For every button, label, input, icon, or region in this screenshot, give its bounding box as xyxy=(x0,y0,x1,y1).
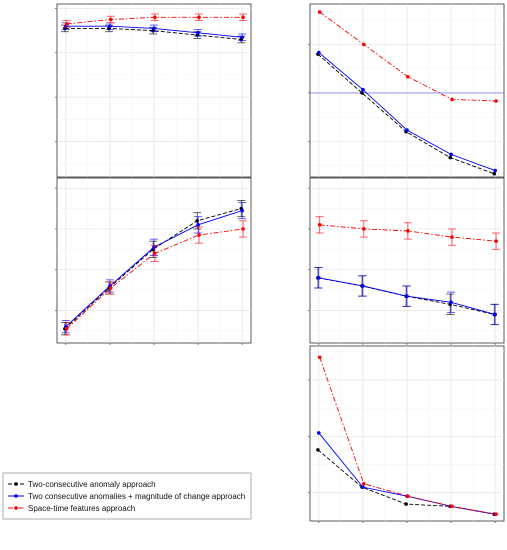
data-point xyxy=(493,168,497,173)
data-point xyxy=(240,35,244,40)
data-point xyxy=(405,128,409,132)
legend-label: Two-consecutive anomaly approach xyxy=(28,480,156,489)
data-point xyxy=(449,152,453,157)
series-group xyxy=(317,355,498,517)
data-point xyxy=(404,502,408,506)
data-point xyxy=(494,239,498,243)
legend-entry: Two consecutive anomalies + magnitude of… xyxy=(8,492,245,501)
data-point xyxy=(360,91,364,95)
data-point xyxy=(240,208,244,213)
data-point xyxy=(449,300,453,305)
data-point xyxy=(361,42,366,47)
legend: Two-consecutive anomaly approach Two con… xyxy=(2,472,252,520)
series-line xyxy=(64,208,242,330)
legend-label: Space-time features approach xyxy=(28,504,135,513)
legend-label: Two consecutive anomalies + magnitude of… xyxy=(28,492,245,501)
data-point xyxy=(196,223,200,227)
data-point xyxy=(405,294,409,298)
data-point xyxy=(494,99,498,103)
data-point xyxy=(317,223,322,227)
series-group xyxy=(315,216,501,250)
data-point xyxy=(64,326,69,331)
data-point xyxy=(197,233,201,237)
data-point xyxy=(317,50,321,55)
data-point xyxy=(152,26,156,31)
data-point xyxy=(406,229,410,233)
chart-panel xyxy=(308,3,505,178)
data-point xyxy=(450,97,454,102)
data-point xyxy=(406,74,410,79)
data-point xyxy=(361,227,366,231)
data-point xyxy=(108,286,113,290)
data-point xyxy=(64,22,69,26)
series-group xyxy=(317,10,498,103)
data-point xyxy=(317,10,322,14)
series-group xyxy=(62,13,248,28)
data-point xyxy=(406,494,410,498)
data-point xyxy=(494,512,498,517)
data-point xyxy=(197,15,201,20)
legend-swatch-marker xyxy=(14,494,18,498)
data-point xyxy=(493,312,497,317)
data-point xyxy=(450,235,454,239)
chart-panel xyxy=(55,177,252,345)
chart-panel xyxy=(308,177,505,345)
series-group xyxy=(314,267,500,326)
data-point xyxy=(241,227,245,231)
data-point xyxy=(317,276,321,280)
series-group xyxy=(317,50,497,173)
data-point xyxy=(492,171,497,176)
legend-swatch-marker xyxy=(14,482,18,486)
data-point xyxy=(361,87,365,92)
legend-entry: Two-consecutive anomaly approach xyxy=(8,480,156,489)
data-point xyxy=(450,504,454,509)
data-point xyxy=(153,15,157,20)
data-point xyxy=(361,481,366,486)
legend-box xyxy=(2,472,252,520)
legend-swatch-marker xyxy=(14,506,18,510)
data-point xyxy=(317,355,322,360)
data-point xyxy=(361,284,365,288)
series-line xyxy=(64,27,242,40)
series-group xyxy=(62,220,248,336)
data-point xyxy=(196,31,200,35)
data-point xyxy=(153,251,157,256)
data-point xyxy=(317,431,321,435)
data-point xyxy=(361,485,365,489)
data-point xyxy=(108,24,112,28)
data-point xyxy=(241,15,245,20)
data-point xyxy=(448,155,453,160)
panels-layer xyxy=(55,3,505,523)
legend-entry: Space-time features approach xyxy=(8,504,135,513)
data-point xyxy=(316,448,320,452)
series-group xyxy=(61,22,247,41)
chart-panel xyxy=(308,345,505,523)
chart-panel xyxy=(55,3,252,178)
data-point xyxy=(108,17,113,22)
